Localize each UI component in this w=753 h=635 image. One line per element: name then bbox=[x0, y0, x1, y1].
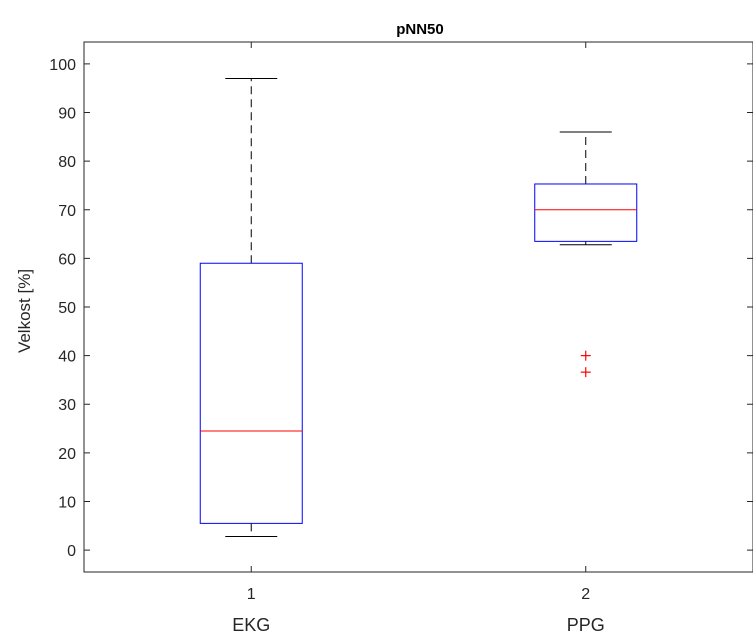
y-tick-label: 30 bbox=[58, 397, 76, 414]
iqr-box bbox=[199, 262, 303, 524]
y-tick-label: 70 bbox=[58, 203, 76, 220]
chart-title: pNN50 bbox=[396, 21, 444, 38]
x-tick-label: 2 bbox=[581, 586, 590, 603]
y-tick-label: 10 bbox=[58, 494, 76, 511]
box-series bbox=[199, 77, 638, 538]
y-axis-ticks: 0 10 20 30 40 50 60 70 80 90 100 bbox=[49, 57, 753, 560]
box-group-ppg bbox=[534, 131, 638, 378]
y-tick-label: 60 bbox=[58, 251, 76, 268]
y-tick-label: 50 bbox=[58, 300, 76, 317]
box-group-ekg bbox=[199, 77, 303, 538]
x-group-label: PPG bbox=[567, 615, 605, 635]
y-tick-label: 90 bbox=[58, 106, 76, 123]
y-tick-label: 40 bbox=[58, 349, 76, 366]
y-axis-label: Velkost [%] bbox=[15, 269, 34, 353]
y-tick-label: 100 bbox=[49, 57, 76, 74]
x-tick-label: 1 bbox=[247, 586, 256, 603]
y-tick-label: 0 bbox=[67, 543, 76, 560]
plot-area-frame bbox=[83, 41, 753, 573]
y-tick-label: 20 bbox=[58, 446, 76, 463]
iqr-box bbox=[534, 183, 638, 242]
x-group-label: EKG bbox=[232, 615, 270, 635]
x-axis-ticks: 1 EKG 2 PPG bbox=[232, 42, 605, 635]
outlier-marker bbox=[580, 367, 591, 378]
outlier-marker bbox=[580, 350, 591, 361]
y-tick-label: 80 bbox=[58, 154, 76, 171]
